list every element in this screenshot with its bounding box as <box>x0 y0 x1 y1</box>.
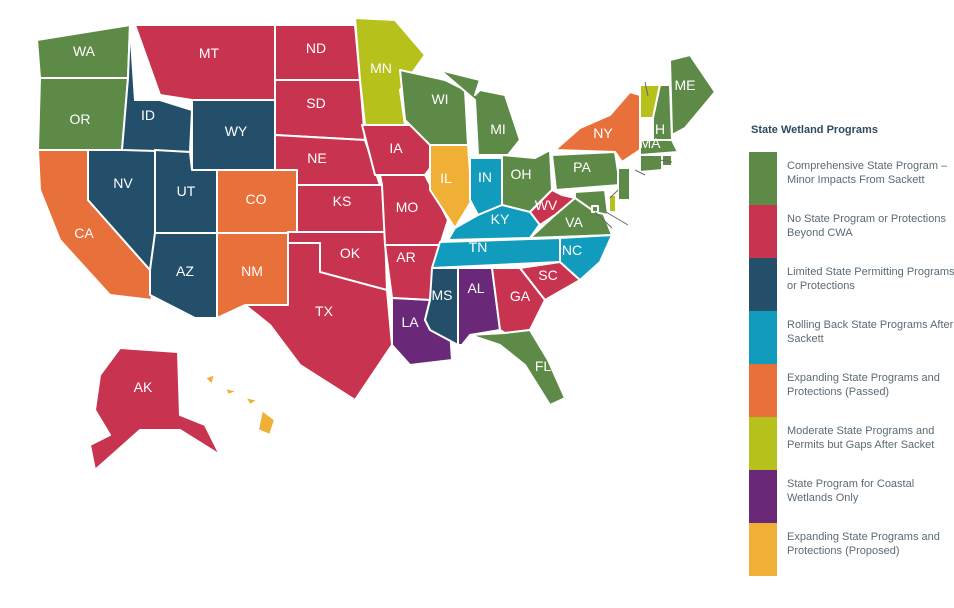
state-label-GA: GA <box>510 288 531 304</box>
legend-label: State Program for Coastal Wetlands Only <box>787 478 915 504</box>
state-label-MA: MA <box>640 135 662 151</box>
state-label-MT: MT <box>199 45 220 61</box>
state-label-KY: KY <box>491 211 510 227</box>
state-label-AK: AK <box>134 379 153 395</box>
state-label-ND: ND <box>306 40 326 56</box>
state-MA[interactable] <box>639 139 679 156</box>
legend-swatch <box>749 152 777 205</box>
state-label-NV: NV <box>113 175 133 191</box>
state-label-IN: IN <box>478 169 492 185</box>
legend-item-rolling_back: Rolling Back State Programs After Sacket… <box>749 311 953 364</box>
label-leader-lines <box>594 81 673 229</box>
legend-swatch <box>749 417 777 470</box>
state-MI[interactable] <box>439 69 521 156</box>
state-label-TN: TN <box>469 239 488 255</box>
state-label-NJ: NJ <box>631 180 648 196</box>
legend-swatch <box>749 364 777 417</box>
legend-item-none: No State Program or Protections Beyond C… <box>749 205 949 258</box>
legend-item-moderate: Moderate State Programs and Permits but … <box>749 417 949 470</box>
legend-swatch <box>749 311 777 364</box>
legend-label: Moderate State Programs and Permits but … <box>787 425 935 451</box>
state-label-NH: NH <box>645 121 665 137</box>
state-IL[interactable] <box>429 144 473 229</box>
state-label-PA: PA <box>573 159 591 175</box>
state-label-VT: VT <box>636 64 654 80</box>
state-label-NE: NE <box>307 150 326 166</box>
state-label-MS: MS <box>432 287 453 303</box>
legend-label: No State Program or Protections Beyond C… <box>787 213 946 239</box>
state-label-ID: ID <box>141 107 155 123</box>
state-CT[interactable] <box>639 154 663 173</box>
state-label-WI: WI <box>431 91 448 107</box>
state-label-CT: CT <box>651 173 670 189</box>
legend-item-coastal: State Program for Coastal Wetlands Only <box>749 470 949 523</box>
legend-title: State Wetland Programs <box>751 124 878 136</box>
legend-label: Expanding State Programs and Protections… <box>787 531 940 557</box>
legend-swatch <box>749 258 777 311</box>
state-MT[interactable] <box>134 24 276 101</box>
state-label-AL: AL <box>467 280 484 296</box>
state-label-LA: LA <box>401 314 419 330</box>
state-label-KS: KS <box>333 193 352 209</box>
state-AK[interactable] <box>89 347 221 471</box>
legend-label: Limited State Permitting Programs or Pro… <box>787 266 954 292</box>
legend-label: Comprehensive State Program – Minor Impa… <box>787 160 948 186</box>
state-label-MI: MI <box>490 121 506 137</box>
legend-label: Rolling Back State Programs After Sacket… <box>787 319 954 345</box>
legend-swatch <box>749 523 777 576</box>
state-label-NC: NC <box>562 242 582 258</box>
state-ME[interactable] <box>669 54 716 136</box>
state-label-AR: AR <box>396 249 415 265</box>
state-MD[interactable] <box>574 189 609 216</box>
state-TX[interactable] <box>244 242 393 401</box>
state-label-SC: SC <box>538 267 557 283</box>
state-label-HI: HI <box>219 403 233 419</box>
state-HI[interactable] <box>204 373 276 436</box>
legend-item-comprehensive: Comprehensive State Program – Minor Impa… <box>749 152 949 205</box>
state-label-OH: OH <box>511 166 532 182</box>
state-label-OR: OR <box>70 111 91 127</box>
state-label-UT: UT <box>177 183 196 199</box>
state-label-IL: IL <box>440 170 452 186</box>
state-label-CA: CA <box>74 225 94 241</box>
state-label-MO: MO <box>396 199 419 215</box>
state-label-FL: FL <box>535 358 552 374</box>
legend-swatch <box>749 470 777 523</box>
state-label-IA: IA <box>389 140 403 156</box>
state-label-VA: VA <box>565 214 583 230</box>
legend-item-limited: Limited State Permitting Programs or Pro… <box>749 258 954 311</box>
state-FL[interactable] <box>469 329 566 406</box>
state-label-WV: WV <box>535 197 558 213</box>
state-label-MD: MD <box>635 217 657 233</box>
state-label-WA: WA <box>73 43 96 59</box>
legend: State Wetland Programs Comprehensive Sta… <box>749 124 954 576</box>
state-TN[interactable] <box>431 237 561 269</box>
state-label-NY: NY <box>593 125 613 141</box>
state-label-DC: DC <box>612 222 632 238</box>
us-states-map: WA OR CA NV ID MT WY UT AZ CO NM ND SD NE KS OK TX MN IA MO… <box>36 17 716 471</box>
state-label-SD: SD <box>306 95 325 111</box>
state-label-CO: CO <box>246 191 267 207</box>
legend-item-expanding_proposed: Expanding State Programs and Protections… <box>749 523 949 576</box>
legend-swatch <box>749 205 777 258</box>
state-label-OK: OK <box>340 245 361 261</box>
state-label-NM: NM <box>241 263 263 279</box>
state-label-RI: RI <box>673 149 687 165</box>
state-NJ[interactable] <box>617 167 631 201</box>
state-label-DE: DE <box>637 199 656 215</box>
state-label-TX: TX <box>315 303 334 319</box>
state-DC[interactable] <box>591 205 599 213</box>
state-MN[interactable] <box>354 17 426 126</box>
legend-item-expanding_passed: Expanding State Programs and Protections… <box>749 364 949 417</box>
state-label-WY: WY <box>225 123 248 139</box>
state-label-MN: MN <box>370 60 392 76</box>
state-label-ME: ME <box>675 77 696 93</box>
state-label-AZ: AZ <box>176 263 194 279</box>
legend-label: Expanding State Programs and Protections… <box>787 372 940 398</box>
